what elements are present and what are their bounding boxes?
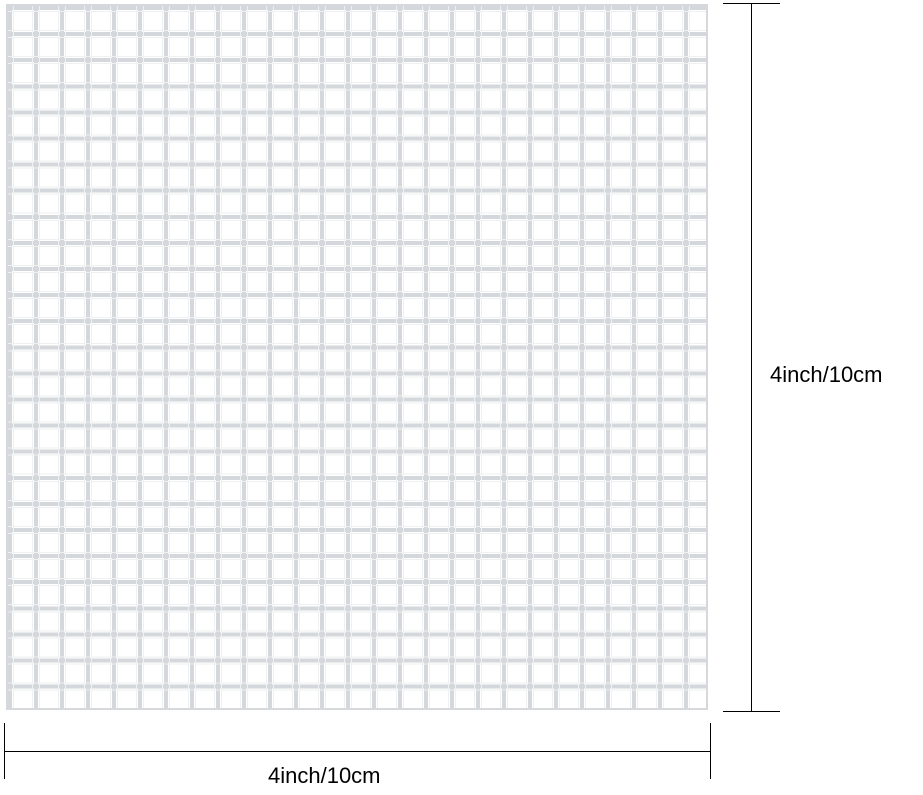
height-dimension-cap-bottom [723, 711, 780, 712]
height-dimension-line [751, 3, 752, 711]
width-dimension-cap-left [4, 723, 5, 779]
width-dimension-cap-right [710, 723, 711, 779]
height-dimension-cap-top [723, 3, 780, 4]
height-label: 4inch/10cm [770, 362, 883, 387]
width-dimension-line [4, 751, 711, 752]
width-label: 4inch/10cm [268, 763, 381, 788]
plastic-canvas-grid [6, 4, 708, 710]
